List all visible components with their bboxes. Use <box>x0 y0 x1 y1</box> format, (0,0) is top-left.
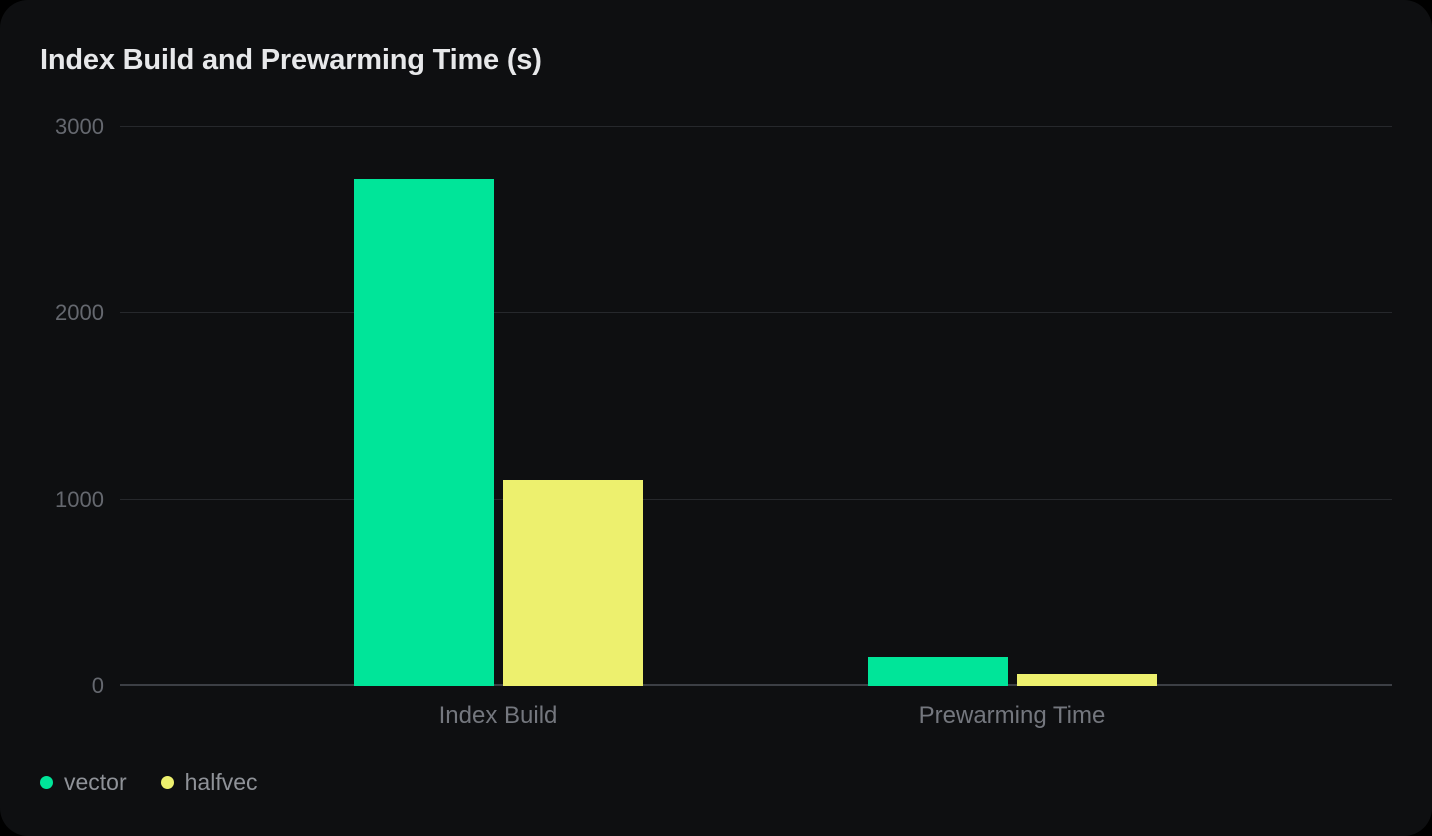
legend-dot-icon <box>160 776 174 789</box>
x-axis-line <box>120 684 1392 686</box>
legend-item-vector[interactable]: vector <box>40 769 127 796</box>
chart-title: Index Build and Prewarming Time (s) <box>40 44 542 76</box>
bar-vector-prewarming-time <box>867 657 1008 686</box>
legend: vector halfvec <box>40 769 258 796</box>
bar-vector-index-build <box>353 179 494 686</box>
gridline-2000 <box>120 312 1392 314</box>
plot-area: 0 1000 2000 3000 Index Build Prewarming Time <box>55 114 1392 729</box>
legend-item-label: vector <box>64 769 127 795</box>
y-tick-label-3000: 3000 <box>55 114 104 139</box>
gridline-3000 <box>120 126 1392 127</box>
y-tick-label-1000: 1000 <box>55 486 104 512</box>
x-category-label-index-build: Index Build <box>438 702 558 729</box>
legend-dot-icon <box>40 776 53 789</box>
bar-halfvec-prewarming-time <box>1016 674 1157 686</box>
y-tick-label-2000: 2000 <box>55 300 104 326</box>
y-tick-label-0: 0 <box>91 673 104 698</box>
bar-halfvec-index-build <box>502 480 643 686</box>
gridline-1000 <box>120 498 1392 500</box>
x-category-label-prewarming-time: Prewarming Time <box>918 702 1106 729</box>
legend-item-halfvec[interactable]: halfvec <box>160 769 258 796</box>
legend-item-label: halfvec <box>184 769 258 795</box>
